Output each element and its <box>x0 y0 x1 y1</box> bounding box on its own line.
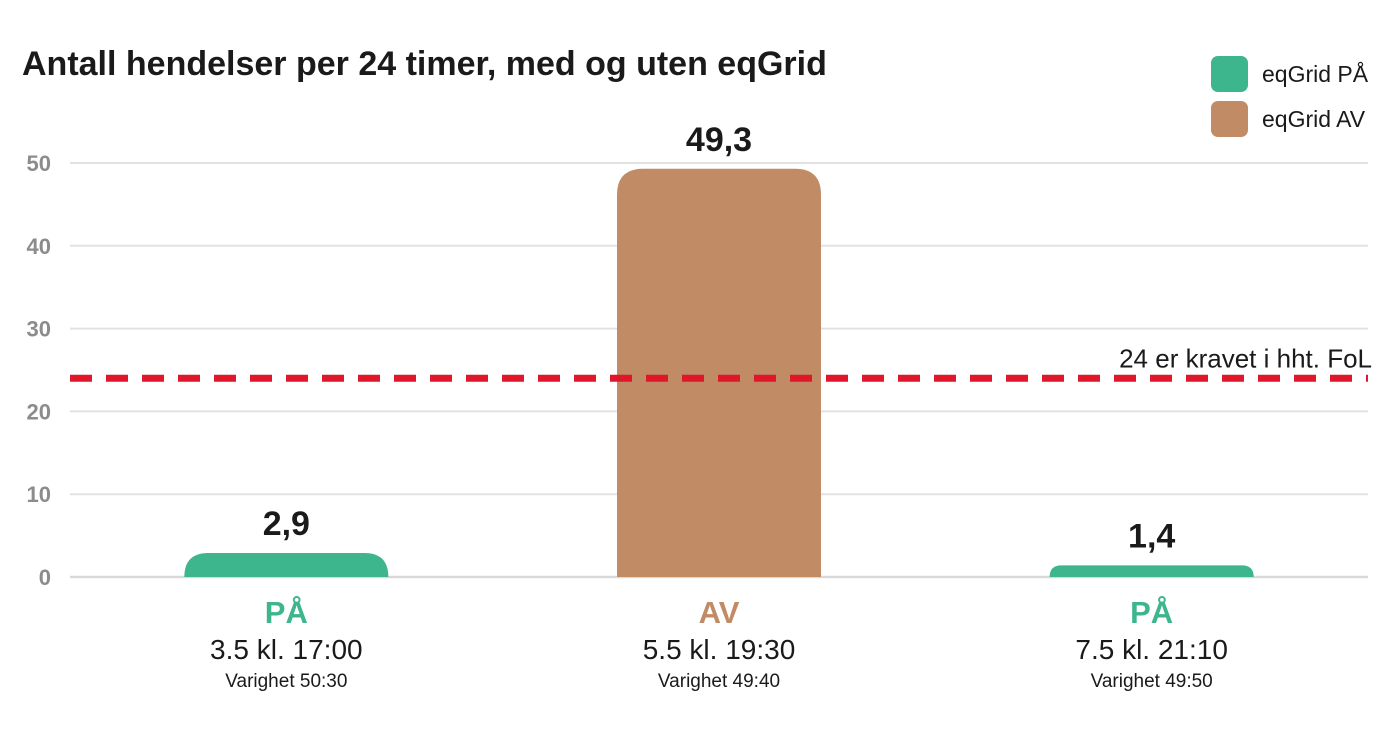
x-category-label: PÅ <box>1130 595 1173 630</box>
x-duration-label: Varighet 49:50 <box>1091 671 1213 692</box>
y-tick-label: 20 <box>27 399 51 424</box>
x-date-label: 5.5 kl. 19:30 <box>643 634 796 665</box>
y-tick-label: 0 <box>39 565 51 590</box>
legend-label: eqGrid PÅ <box>1262 60 1369 87</box>
x-date-label: 7.5 kl. 21:10 <box>1075 634 1228 665</box>
y-tick-label: 10 <box>27 482 51 507</box>
reference-line-label: 24 er kravet i hht. FoL <box>1119 343 1372 373</box>
bar <box>184 552 389 577</box>
x-duration-label: Varighet 49:40 <box>658 671 780 692</box>
x-category-label: AV <box>699 595 740 630</box>
bar <box>1049 565 1254 577</box>
y-tick-label: 30 <box>27 317 51 342</box>
bar-value-label: 49,3 <box>686 121 752 159</box>
y-tick-label: 50 <box>27 151 51 176</box>
x-date-label: 3.5 kl. 17:00 <box>210 634 363 665</box>
x-duration-label: Varighet 50:30 <box>225 671 347 692</box>
x-category-label: PÅ <box>265 595 308 630</box>
bar <box>617 168 821 577</box>
bar-value-label: 2,9 <box>263 505 310 543</box>
legend-swatch <box>1211 101 1248 137</box>
y-tick-label: 40 <box>27 234 51 259</box>
chart-title: Antall hendelser per 24 timer, med og ut… <box>22 45 827 83</box>
legend-label: eqGrid AV <box>1262 106 1366 132</box>
legend-swatch <box>1211 56 1248 92</box>
bar-value-label: 1,4 <box>1128 517 1175 555</box>
